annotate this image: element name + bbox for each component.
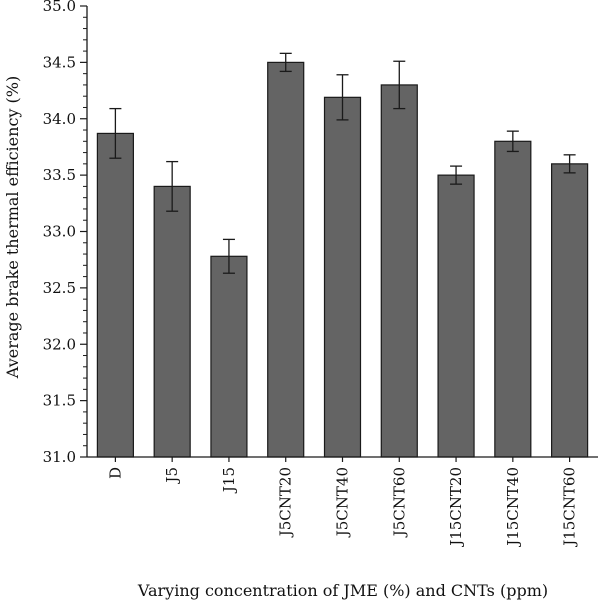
y-axis-label: Average brake thermal efficiency (%)	[3, 76, 22, 379]
error-bar-j15cnt20	[450, 165, 463, 185]
error-bar-j5cnt60	[393, 60, 406, 110]
error-bar-j15cnt40	[506, 130, 519, 153]
y-tick-label: 32.5	[43, 279, 76, 297]
bar-j5cnt60	[380, 84, 418, 458]
y-tick-label: 35.0	[43, 0, 76, 15]
x-tick-label-d: D	[106, 467, 124, 479]
y-tick-label: 33.0	[43, 223, 76, 241]
y-tick-label: 31.0	[43, 448, 76, 466]
y-tick-label: 33.5	[43, 166, 76, 184]
error-bars-group	[109, 52, 576, 274]
bars-group	[96, 61, 589, 458]
x-tick-label-j5: J5	[163, 467, 181, 485]
y-tick-label: 32.0	[43, 335, 76, 353]
x-tick-label-j15cnt40: J15CNT40	[504, 467, 522, 548]
bar-d	[96, 132, 134, 458]
bar-j15cnt40	[494, 140, 532, 458]
bar-j15cnt20	[437, 174, 475, 458]
x-tick-label-j5cnt20: J5CNT20	[277, 467, 295, 538]
bar-j15	[210, 255, 248, 458]
bar-j5	[153, 185, 191, 458]
bar-j15cnt60	[551, 163, 589, 458]
x-labels-group: D J5 J15 J5CNT20 J5CNT40 J5CNT60 J15CNT20 J15CN…	[106, 467, 578, 548]
x-tick-label-j5cnt60: J5CNT60	[390, 467, 408, 538]
error-bar-j5	[166, 160, 179, 212]
error-bar-d	[109, 107, 122, 159]
x-tick-label-j15: J15	[220, 467, 238, 494]
y-ticks-group: 31.0 31.5 32.0 32.5 33.0 33.5 34.0 34.5 35.0	[43, 0, 87, 466]
y-tick-label: 34.0	[43, 110, 76, 128]
bar-j5cnt20	[267, 61, 305, 458]
error-bar-j5cnt20	[279, 52, 292, 73]
x-tick-label-j15cnt60: J15CNT60	[561, 467, 579, 548]
y-tick-label: 34.5	[43, 53, 76, 71]
error-bar-j15cnt60	[563, 154, 576, 174]
x-axis-label: Varying concentration of JME (%) and CNT…	[137, 581, 548, 600]
bar-j5cnt40	[323, 96, 362, 458]
x-tick-label-j5cnt40: J5CNT40	[334, 467, 352, 538]
x-tick-label-j15cnt20: J15CNT20	[447, 467, 465, 548]
error-bar-j5cnt40	[336, 74, 349, 121]
error-bar-j15	[222, 238, 235, 274]
y-tick-label: 31.5	[43, 392, 76, 410]
